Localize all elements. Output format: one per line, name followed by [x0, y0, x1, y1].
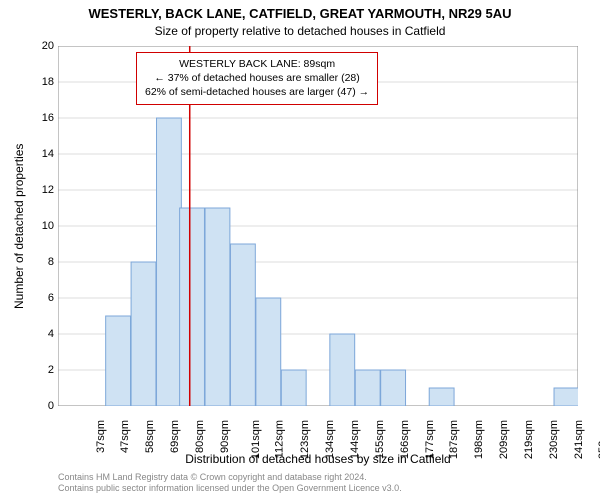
annotation-box: WESTERLY BACK LANE: 89sqm ← 37% of detac…	[136, 52, 378, 105]
x-tick: 69sqm	[169, 420, 181, 453]
y-tick: 12	[42, 184, 54, 196]
chart-title-main: WESTERLY, BACK LANE, CATFIELD, GREAT YAR…	[0, 6, 600, 21]
credits-line1: Contains HM Land Registry data © Crown c…	[58, 472, 402, 483]
y-tick: 2	[48, 364, 54, 376]
x-tick: 37sqm	[95, 420, 107, 453]
y-axis-label: Number of detached properties	[12, 46, 26, 406]
x-axis-label: Distribution of detached houses by size …	[58, 452, 578, 466]
y-tick: 10	[42, 220, 54, 232]
y-tick: 8	[48, 256, 54, 268]
chart-container: WESTERLY, BACK LANE, CATFIELD, GREAT YAR…	[0, 0, 600, 500]
plot-area: WESTERLY BACK LANE: 89sqm ← 37% of detac…	[58, 46, 578, 406]
annotation-line3: 62% of semi-detached houses are larger (…	[145, 85, 369, 99]
chart-title-sub: Size of property relative to detached ho…	[0, 24, 600, 38]
x-tick: 80sqm	[194, 420, 206, 453]
credits-line2: Contains public sector information licen…	[58, 483, 402, 494]
y-tick: 16	[42, 112, 54, 124]
y-tick: 0	[48, 400, 54, 412]
annotation-line1: WESTERLY BACK LANE: 89sqm	[145, 57, 369, 71]
x-tick: 58sqm	[144, 420, 156, 453]
y-tick: 20	[42, 40, 54, 52]
credits: Contains HM Land Registry data © Crown c…	[58, 472, 402, 495]
x-tick: 90sqm	[219, 420, 231, 453]
x-tick: 47sqm	[119, 420, 131, 453]
y-tick: 18	[42, 76, 54, 88]
y-tick: 4	[48, 328, 54, 340]
y-tick: 6	[48, 292, 54, 304]
annotation-line2: ← 37% of detached houses are smaller (28…	[145, 71, 369, 85]
y-tick: 14	[42, 148, 54, 160]
